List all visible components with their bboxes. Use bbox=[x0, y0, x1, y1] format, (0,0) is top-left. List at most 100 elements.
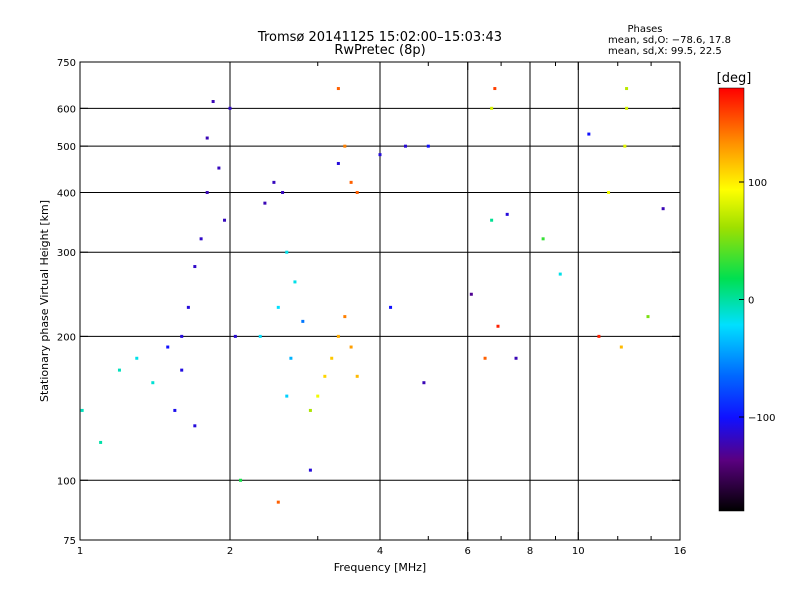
x-tick-label: 8 bbox=[527, 546, 533, 557]
y-tick-label: 300 bbox=[57, 248, 76, 259]
data-point bbox=[343, 144, 347, 148]
data-point bbox=[301, 319, 305, 323]
data-point bbox=[239, 478, 243, 482]
x-axis-label: Frequency [MHz] bbox=[334, 561, 426, 574]
data-point bbox=[173, 408, 177, 412]
y-tick-label: 400 bbox=[57, 188, 76, 199]
data-point bbox=[276, 500, 280, 504]
y-tick-label: 75 bbox=[63, 536, 76, 547]
data-point bbox=[166, 345, 170, 349]
data-point bbox=[505, 212, 509, 216]
data-point bbox=[490, 106, 494, 110]
data-point bbox=[661, 207, 665, 211]
data-point bbox=[355, 374, 359, 378]
phase-stats-x: mean, sd,X: 99.5, 22.5 bbox=[608, 46, 722, 57]
data-point bbox=[389, 305, 393, 309]
data-point bbox=[228, 106, 232, 110]
data-point bbox=[193, 424, 197, 428]
phase-stats-o: mean, sd,O: −78.6, 17.8 bbox=[608, 35, 731, 46]
y-tick-label: 750 bbox=[57, 58, 76, 69]
x-tick-label: 1 bbox=[77, 546, 83, 557]
data-point bbox=[490, 218, 494, 222]
data-point bbox=[308, 408, 312, 412]
data-point bbox=[422, 381, 426, 385]
colorbar-tick-label: 0 bbox=[748, 296, 754, 307]
data-point bbox=[281, 190, 285, 194]
data-point bbox=[514, 356, 518, 360]
data-point bbox=[205, 136, 209, 140]
data-point bbox=[623, 144, 627, 148]
data-point bbox=[336, 87, 340, 91]
data-point bbox=[289, 356, 293, 360]
phase-stats-header: Phases bbox=[627, 24, 662, 35]
data-point bbox=[646, 315, 650, 319]
chart-title: Tromsø 20141125 15:02:00–15:03:43 bbox=[257, 30, 502, 45]
data-point bbox=[378, 153, 382, 157]
x-tick-label: 10 bbox=[572, 546, 585, 557]
colorbar-ticks: 100 0 −100 bbox=[739, 178, 775, 424]
data-point bbox=[541, 237, 545, 241]
colorbar-label: [deg] bbox=[717, 71, 752, 86]
data-point bbox=[308, 468, 312, 472]
x-tick-label: 6 bbox=[465, 546, 471, 557]
data-point bbox=[336, 161, 340, 165]
data-point bbox=[186, 305, 190, 309]
data-point bbox=[117, 368, 121, 372]
grid-lines bbox=[80, 62, 680, 540]
data-point bbox=[625, 87, 629, 91]
data-point bbox=[558, 272, 562, 276]
data-point bbox=[135, 356, 139, 360]
data-point bbox=[199, 237, 203, 241]
data-point bbox=[211, 100, 215, 104]
data-point bbox=[180, 368, 184, 372]
data-point bbox=[355, 190, 359, 194]
data-point bbox=[330, 356, 334, 360]
data-points bbox=[80, 87, 665, 504]
data-point bbox=[205, 190, 209, 194]
data-point bbox=[349, 345, 353, 349]
data-point bbox=[99, 440, 103, 444]
data-point bbox=[233, 334, 237, 338]
colorbar-tick-label: 100 bbox=[748, 178, 767, 189]
data-point bbox=[80, 408, 84, 412]
data-point bbox=[496, 324, 500, 328]
x-tick-label: 2 bbox=[227, 546, 233, 557]
y-tick-label: 600 bbox=[57, 104, 76, 115]
data-point bbox=[349, 180, 353, 184]
data-point bbox=[316, 394, 320, 398]
x-tick-label: 4 bbox=[377, 546, 383, 557]
data-point bbox=[607, 190, 611, 194]
data-point bbox=[483, 356, 487, 360]
data-point bbox=[619, 345, 623, 349]
data-point bbox=[597, 334, 601, 338]
data-point bbox=[625, 106, 629, 110]
y-axis-label: Stationary phase Virtual Height [km] bbox=[38, 200, 51, 402]
data-point bbox=[272, 180, 276, 184]
data-point bbox=[276, 305, 280, 309]
data-point bbox=[180, 334, 184, 338]
colorbar-tick-label: −100 bbox=[748, 413, 775, 424]
data-point bbox=[323, 374, 327, 378]
data-point bbox=[285, 394, 289, 398]
y-tick-label: 500 bbox=[57, 142, 76, 153]
data-point bbox=[343, 315, 347, 319]
y-tick-label: 200 bbox=[57, 332, 76, 343]
data-point bbox=[493, 87, 497, 91]
data-point bbox=[193, 265, 197, 269]
chart-subtitle: RwPretec (8p) bbox=[334, 43, 425, 58]
data-point bbox=[263, 201, 267, 205]
data-point bbox=[223, 218, 227, 222]
axis-ticks: 1 2 4 6 8 10 16 75 100 200 300 400 500 600 750 bbox=[57, 58, 686, 557]
data-point bbox=[469, 292, 473, 296]
data-point bbox=[258, 334, 262, 338]
data-point bbox=[217, 166, 221, 170]
data-point bbox=[293, 280, 297, 284]
data-point bbox=[403, 144, 407, 148]
data-point bbox=[285, 250, 289, 254]
data-point bbox=[587, 132, 591, 136]
data-point bbox=[336, 334, 340, 338]
y-tick-label: 100 bbox=[57, 476, 76, 487]
data-point bbox=[151, 381, 155, 385]
x-tick-label: 16 bbox=[674, 546, 687, 557]
